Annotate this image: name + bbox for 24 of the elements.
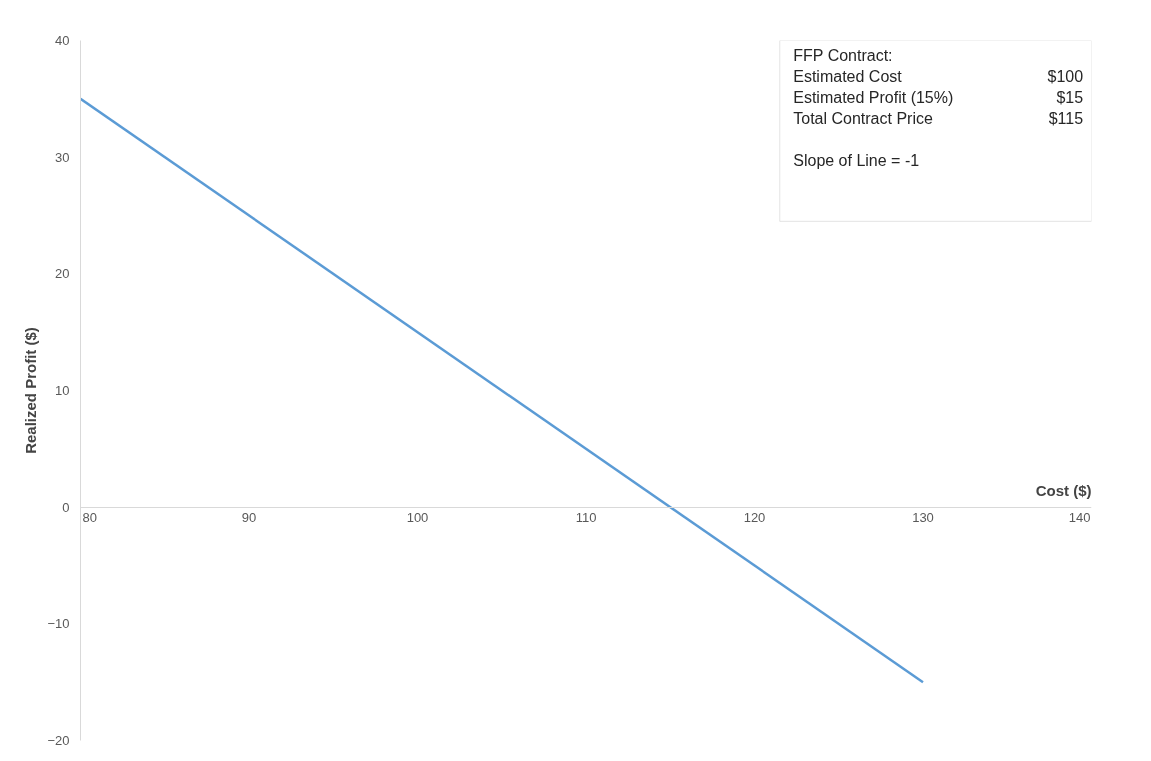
y-axis-title: Realized Profit ($) (22, 327, 40, 454)
annotation: $115 (1048, 110, 1084, 128)
y-tick-label: 40 (55, 33, 70, 48)
x-tick-label: 90 (241, 510, 257, 526)
annotation: Total Contract Price (793, 110, 933, 128)
x-tick-label: 140 (1068, 510, 1091, 526)
y-tick-label: 10 (55, 383, 70, 398)
annotation: Estimated Cost (793, 68, 903, 86)
x-tick-label: 80 (82, 510, 97, 526)
y-tick-label: −20 (47, 733, 70, 748)
y-tick-label: 30 (55, 149, 70, 165)
annotation: $100 (1047, 68, 1084, 86)
x-tick-label: 130 (912, 510, 934, 526)
annotation: Slope of Line = -1 (793, 152, 920, 170)
y-tick-label: −10 (47, 616, 70, 632)
annotation: FFP Contract: (793, 47, 893, 65)
x-tick-label: 100 (406, 510, 429, 526)
x-tick-label: 110 (575, 510, 597, 526)
x-axis-title: Cost ($) (1035, 482, 1092, 500)
annotation: Estimated Profit (15%) (793, 89, 954, 107)
x-tick-label: 120 (743, 510, 766, 526)
y-tick-label: 0 (62, 499, 70, 515)
y-tick-label: 20 (55, 266, 70, 282)
annotation: $15 (1056, 89, 1084, 107)
